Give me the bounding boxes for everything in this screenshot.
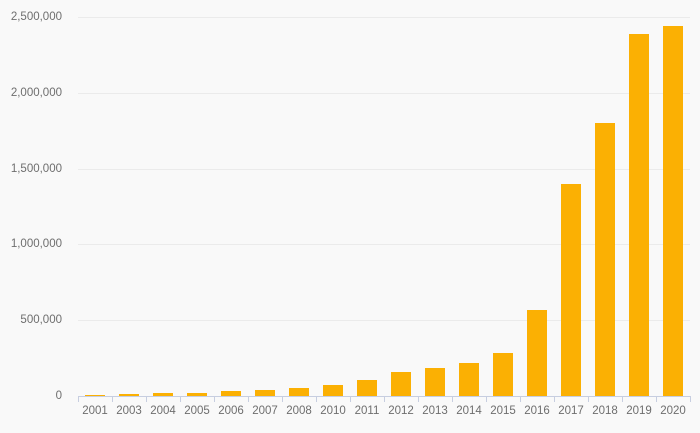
bar[interactable] — [391, 371, 411, 396]
x-axis-tick — [452, 396, 453, 402]
y-axis-tick-label: 0 — [55, 390, 62, 402]
x-axis-tick — [282, 396, 283, 402]
x-axis-tick — [248, 396, 249, 402]
x-axis-tick — [486, 396, 487, 402]
y-axis-tick-label: 2,000,000 — [10, 86, 62, 99]
x-axis-tick-label: 2017 — [558, 405, 584, 417]
x-axis-tick — [316, 396, 317, 402]
bar[interactable] — [561, 183, 581, 396]
bar[interactable] — [425, 367, 445, 396]
x-axis-tick-label: 2005 — [184, 405, 210, 417]
bar[interactable] — [357, 379, 377, 396]
gridline — [78, 168, 690, 170]
x-axis-tick — [214, 396, 215, 402]
bar[interactable] — [153, 393, 173, 396]
bar[interactable] — [255, 389, 275, 396]
bar[interactable] — [663, 26, 683, 396]
bar[interactable] — [323, 384, 343, 396]
x-axis-tick — [146, 396, 147, 402]
x-axis-tick-label: 2001 — [82, 405, 108, 417]
x-axis-tick — [520, 396, 521, 402]
gridline — [78, 244, 690, 246]
x-axis-tick-label: 2003 — [116, 405, 142, 417]
x-axis-tick-label: 2011 — [354, 405, 380, 417]
bar[interactable] — [221, 391, 241, 396]
x-axis-tick-label: 2012 — [388, 405, 414, 417]
x-axis-tick-label: 2020 — [660, 405, 686, 417]
y-axis-tick-label: 2,500,000 — [10, 11, 62, 23]
bar[interactable] — [493, 353, 513, 396]
bar[interactable] — [527, 310, 547, 396]
x-axis-tick — [656, 396, 657, 402]
x-axis-tick-label: 2006 — [218, 405, 244, 417]
x-axis-tick — [690, 396, 691, 402]
bar[interactable] — [459, 363, 479, 396]
bar[interactable] — [289, 387, 309, 396]
x-axis-tick — [112, 396, 113, 402]
x-axis-tick — [554, 396, 555, 402]
x-axis-tick — [350, 396, 351, 402]
x-axis-tick — [78, 396, 79, 402]
x-axis-tick — [588, 396, 589, 402]
x-axis-tick-label: 2008 — [286, 405, 312, 417]
x-axis-tick — [622, 396, 623, 402]
bar[interactable] — [119, 394, 139, 396]
gridline — [78, 320, 690, 322]
x-axis-tick-label: 2013 — [422, 405, 448, 417]
y-axis-tick-label: 500,000 — [20, 314, 62, 327]
bar[interactable] — [187, 392, 207, 396]
x-axis-tick-label: 2019 — [626, 405, 652, 417]
x-axis-tick-label: 2010 — [320, 405, 346, 417]
x-axis-tick-label: 2004 — [150, 405, 176, 417]
bar[interactable] — [595, 123, 615, 396]
y-axis-tick-label: 1,000,000 — [10, 238, 62, 251]
x-axis-tick — [384, 396, 385, 402]
gridline — [78, 17, 690, 18]
gridline — [78, 92, 690, 94]
x-axis-tick-label: 2014 — [456, 405, 482, 417]
bar[interactable] — [629, 33, 649, 396]
x-axis-tick — [418, 396, 419, 402]
x-axis-tick — [180, 396, 181, 402]
bar[interactable] — [85, 395, 105, 396]
x-axis-tick-label: 2018 — [592, 405, 618, 417]
y-axis-tick-label: 1,500,000 — [10, 162, 62, 175]
x-axis-tick-label: 2016 — [524, 405, 550, 417]
x-axis-tick-label: 2015 — [490, 405, 516, 417]
x-axis-tick-label: 2007 — [252, 405, 278, 417]
